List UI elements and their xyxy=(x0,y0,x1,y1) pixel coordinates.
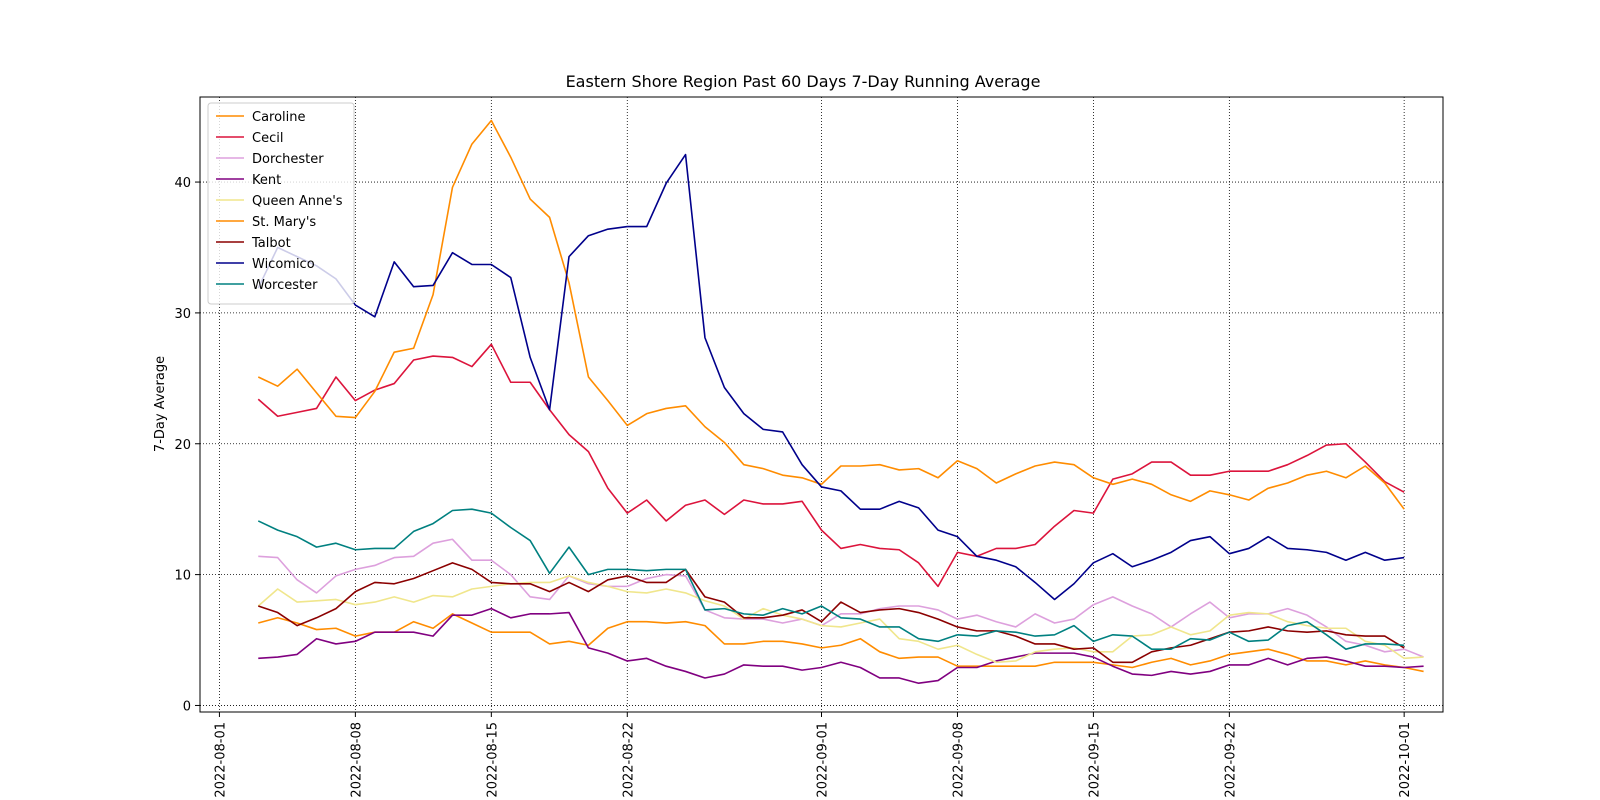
x-tick-label: 2022-09-15 xyxy=(1087,722,1102,798)
x-axis: 2022-08-01 2022-08-08 2022-08-15 2022-08-22… xyxy=(213,712,1413,798)
x-tick-label: 2022-09-01 xyxy=(816,722,831,798)
legend-label: Worcester xyxy=(252,278,318,293)
chart-title: Eastern Shore Region Past 60 Days 7-Day … xyxy=(566,72,1041,91)
x-tick-label: 2022-08-22 xyxy=(621,722,636,798)
x-tick-label: 2022-10-01 xyxy=(1398,722,1413,798)
legend-label: Queen Anne's xyxy=(252,194,343,209)
series-lines xyxy=(257,119,1424,685)
series-line-dorchester xyxy=(258,538,1424,658)
legend: Caroline Cecil Dorchester Kent Queen Anne's S… xyxy=(207,102,355,305)
series-line-kent xyxy=(258,607,1424,685)
legend-label: Talbot xyxy=(251,236,291,251)
series-line-queen-anne-s xyxy=(257,575,1424,664)
legend-label: Kent xyxy=(252,173,281,188)
x-tick-label: 2022-08-01 xyxy=(213,722,228,798)
x-tick-label: 2022-09-22 xyxy=(1223,722,1238,798)
series-line-caroline xyxy=(258,613,1424,673)
y-tick-label: 0 xyxy=(183,699,191,714)
x-tick-label: 2022-09-08 xyxy=(951,722,966,798)
legend-label: St. Mary's xyxy=(252,215,316,230)
series-line-worcester xyxy=(257,508,1405,650)
x-tick-label: 2022-08-15 xyxy=(485,722,500,798)
legend-label: Dorchester xyxy=(252,152,324,167)
y-tick-label: 20 xyxy=(174,438,191,453)
series-line-wicomico xyxy=(257,153,1405,601)
series-line-cecil xyxy=(257,343,1405,588)
legend-box xyxy=(207,102,355,305)
y-tick-label: 40 xyxy=(174,176,191,191)
legend-label: Cecil xyxy=(252,131,283,146)
y-axis-label: 7-Day Average xyxy=(153,356,168,452)
x-tick-label: 2022-08-08 xyxy=(349,722,364,798)
y-axis: 0 10 20 30 40 xyxy=(174,176,200,714)
legend-label: Caroline xyxy=(252,110,306,125)
y-tick-label: 30 xyxy=(174,307,191,322)
series-line-st-mary-s xyxy=(257,119,1405,510)
legend-label: Wicomico xyxy=(252,257,315,272)
y-tick-label: 10 xyxy=(174,569,191,584)
